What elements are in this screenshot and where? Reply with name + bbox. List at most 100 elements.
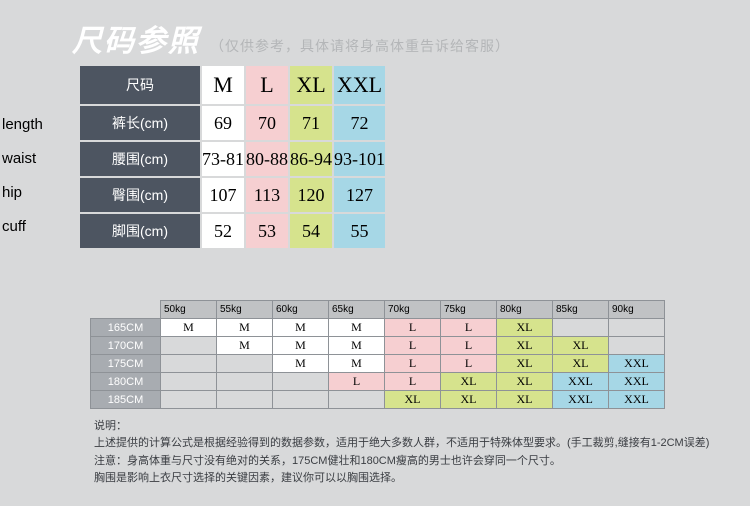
notes-block: 说明： 上述提供的计算公式是根据经验得到的数据参数，适用于绝大多数人群，不适用于…: [94, 418, 709, 488]
size-cell: 120: [290, 178, 332, 212]
rec-cell: XL: [497, 337, 553, 355]
size-col-L: L: [246, 66, 288, 104]
rec-cell: XXL: [609, 355, 665, 373]
size-cell: 73-81: [202, 142, 244, 176]
size-cell: 69: [202, 106, 244, 140]
size-cell: 80-88: [246, 142, 288, 176]
rec-weight-head: 70kg: [385, 301, 441, 319]
size-cell: 86-94: [290, 142, 332, 176]
rec-weight-head: 85kg: [553, 301, 609, 319]
rec-cell: L: [441, 337, 497, 355]
rec-cell: XL: [497, 373, 553, 391]
rec-cell: XXL: [609, 391, 665, 409]
size-row-label: 臀围(cm): [80, 178, 200, 212]
size-cell: 107: [202, 178, 244, 212]
rec-cell-empty: [161, 373, 217, 391]
rec-height-head: 185CM: [91, 391, 161, 409]
rec-cell: M: [273, 355, 329, 373]
recommendation-table: 50kg55kg60kg65kg70kg75kg80kg85kg90kg 165C…: [90, 300, 665, 409]
rec-height-head: 165CM: [91, 319, 161, 337]
size-row-label: 脚围(cm): [80, 214, 200, 248]
rec-weight-head: 75kg: [441, 301, 497, 319]
rec-cell-empty: [329, 391, 385, 409]
notes-line2: 注意：身高体重与尺寸没有绝对的关系，175CM健壮和180CM瘦高的男士也许会穿…: [94, 455, 561, 467]
size-cell: 72: [334, 106, 385, 140]
rec-cell-empty: [217, 373, 273, 391]
rec-cell-empty: [273, 373, 329, 391]
rec-height-head: 170CM: [91, 337, 161, 355]
rec-cell: L: [441, 319, 497, 337]
rec-cell-empty: [161, 337, 217, 355]
rec-height-head: 180CM: [91, 373, 161, 391]
size-col-M: M: [202, 66, 244, 104]
notes-label: 说明：: [94, 418, 127, 436]
size-cell: 55: [334, 214, 385, 248]
rec-cell: L: [385, 373, 441, 391]
rec-cell: XL: [497, 355, 553, 373]
size-cell: 93-101: [334, 142, 385, 176]
rec-cell: XL: [553, 355, 609, 373]
rec-cell: M: [329, 355, 385, 373]
header: 尺码参照 （仅供参考，具体请将身高体重告诉给客服）: [0, 0, 750, 70]
size-table-corner: 尺码: [80, 66, 200, 104]
size-cell: 113: [246, 178, 288, 212]
english-side-labels: length waist hip cuff: [0, 108, 70, 244]
rec-cell: L: [385, 319, 441, 337]
rec-cell: XXL: [609, 373, 665, 391]
size-cell: 127: [334, 178, 385, 212]
rec-cell-empty: [609, 337, 665, 355]
notes-line1: 上述提供的计算公式是根据经验得到的数据参数，适用于绝大多数人群，不适用于特殊体型…: [94, 437, 709, 449]
rec-weight-head: 60kg: [273, 301, 329, 319]
size-cell: 54: [290, 214, 332, 248]
rec-cell-empty: [553, 319, 609, 337]
rec-cell: XXL: [553, 391, 609, 409]
rec-height-head: 175CM: [91, 355, 161, 373]
size-row-label: 腰围(cm): [80, 142, 200, 176]
rec-weight-head: 55kg: [217, 301, 273, 319]
rec-cell: L: [329, 373, 385, 391]
rec-cell-empty: [217, 355, 273, 373]
rec-cell: M: [329, 337, 385, 355]
size-cell: 52: [202, 214, 244, 248]
size-col-XL: XL: [290, 66, 332, 104]
rec-weight-head: 90kg: [609, 301, 665, 319]
rec-cell-empty: [161, 355, 217, 373]
rec-cell: L: [385, 355, 441, 373]
size-cell: 71: [290, 106, 332, 140]
rec-cell: XL: [385, 391, 441, 409]
rec-cell: XXL: [553, 373, 609, 391]
side-label-hip: hip: [0, 176, 70, 210]
rec-cell-empty: [273, 391, 329, 409]
rec-cell: XL: [497, 391, 553, 409]
rec-cell: XL: [497, 319, 553, 337]
side-label-length: length: [0, 108, 70, 142]
rec-cell-empty: [609, 319, 665, 337]
rec-cell: L: [385, 337, 441, 355]
size-cell: 53: [246, 214, 288, 248]
side-label-cuff: cuff: [0, 210, 70, 244]
rec-weight-head: 50kg: [161, 301, 217, 319]
rec-cell: XL: [553, 337, 609, 355]
size-col-XXL: XXL: [334, 66, 385, 104]
rec-cell: M: [273, 337, 329, 355]
size-cell: 70: [246, 106, 288, 140]
rec-cell: M: [161, 319, 217, 337]
rec-cell: M: [329, 319, 385, 337]
rec-weight-head: 65kg: [329, 301, 385, 319]
size-table: 尺码MLXLXXL 裤长(cm)69707172 腰围(cm)73-8180-888…: [78, 64, 387, 250]
rec-cell: XL: [441, 373, 497, 391]
page-title: 尺码参照: [72, 16, 200, 60]
page-subtitle: （仅供参考，具体请将身高体重告诉给客服）: [210, 36, 510, 56]
side-label-waist: waist: [0, 142, 70, 176]
rec-cell-empty: [217, 391, 273, 409]
notes-line3: 胸围是影响上衣尺寸选择的关键因素，建议你可以以胸围选择。: [94, 472, 402, 484]
rec-cell: M: [217, 319, 273, 337]
rec-cell: L: [441, 355, 497, 373]
rec-cell: M: [273, 319, 329, 337]
rec-cell-empty: [161, 391, 217, 409]
size-row-label: 裤长(cm): [80, 106, 200, 140]
rec-cell: M: [217, 337, 273, 355]
rec-weight-head: 80kg: [497, 301, 553, 319]
rec-corner: [91, 301, 161, 319]
rec-cell: XL: [441, 391, 497, 409]
